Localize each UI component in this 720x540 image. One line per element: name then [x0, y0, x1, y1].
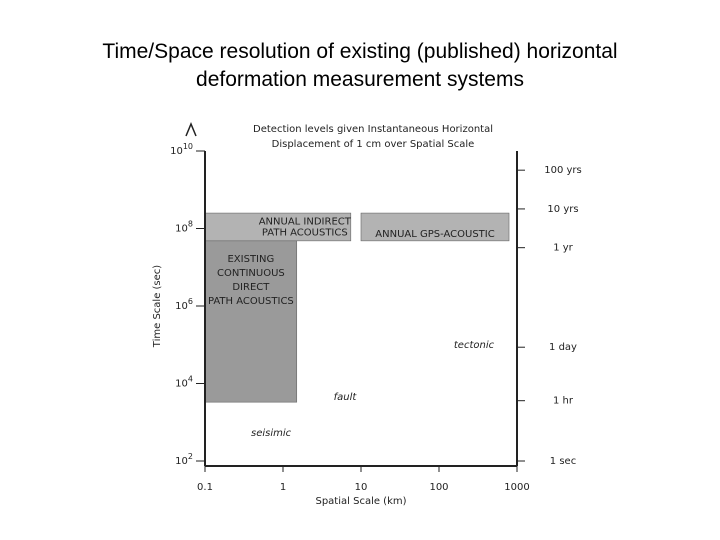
region-label: PATH ACOUSTICS — [262, 227, 348, 238]
region-label: ANNUAL GPS-ACOUSTIC — [375, 229, 494, 240]
x-tick-label: 10 — [355, 482, 368, 493]
annotation: fault — [334, 392, 358, 403]
y-tick-label: 1010 — [170, 142, 193, 158]
y-tick-label: 104 — [175, 374, 193, 390]
y-tick-label-exp: 6 — [188, 297, 193, 306]
y2-tick-label: 1 yr — [553, 243, 573, 254]
x-axis-label: Spatial Scale (km) — [315, 496, 406, 507]
y-tick-label: 106 — [175, 297, 193, 313]
region-label: CONTINUOUS — [217, 268, 285, 279]
y-tick-label: 102 — [175, 452, 193, 468]
y-tick-label-base: 10 — [175, 456, 188, 467]
y-tick-label-base: 10 — [175, 224, 188, 235]
annotation: tectonic — [454, 340, 495, 351]
y-tick-label: 108 — [175, 219, 193, 235]
y-axis-label: Time Scale (sec) — [152, 265, 163, 348]
y2-tick-label: 10 yrs — [547, 204, 578, 215]
y-tick-label-base: 10 — [175, 301, 188, 312]
region — [204, 212, 352, 242]
subtitle: Detection levels given Instantaneous Hor… — [253, 124, 493, 135]
chart-title: Time/Space resolution of existing (publi… — [102, 40, 618, 91]
y2-tick-label: 100 yrs — [544, 165, 582, 176]
region-label: DIRECT — [232, 282, 270, 293]
x-tick-label: 0.1 — [197, 482, 213, 493]
y-tick-label-exp: 10 — [183, 142, 193, 151]
subtitle: Displacement of 1 cm over Spatial Scale — [272, 139, 475, 150]
region — [204, 240, 298, 403]
x-tick-label: 1000 — [504, 482, 529, 493]
axis-arrow — [185, 122, 197, 137]
x-tick-label: 1 — [280, 482, 286, 493]
y-tick-label-exp: 2 — [188, 452, 193, 461]
y2-tick-label: 1 day — [549, 342, 577, 353]
x-tick-label: 100 — [429, 482, 448, 493]
region-label: PATH ACOUSTICS — [208, 296, 294, 307]
y-tick-label-base: 10 — [175, 379, 188, 390]
y2-tick-label: 1 sec — [550, 456, 576, 467]
region-label: EXISTING — [227, 254, 274, 265]
region — [360, 212, 510, 242]
y2-tick-label: 1 hr — [553, 396, 574, 407]
region-label: ANNUAL INDIRECT — [259, 216, 352, 227]
y-tick-label-exp: 8 — [188, 219, 193, 228]
annotation: seisimic — [251, 428, 292, 439]
y-tick-label-base: 10 — [170, 146, 183, 157]
y-tick-label-exp: 4 — [188, 374, 193, 383]
